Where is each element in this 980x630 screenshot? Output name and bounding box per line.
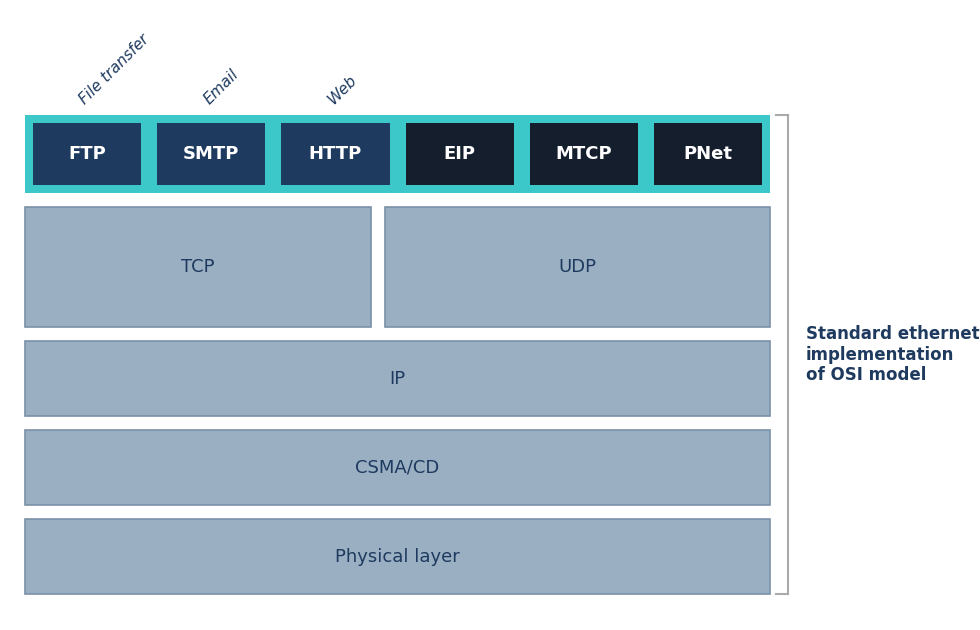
Bar	[25, 519, 770, 594]
Text: Physical layer: Physical layer	[335, 547, 460, 566]
Bar	[385, 207, 770, 327]
Text: FTP: FTP	[69, 145, 106, 163]
Bar	[281, 123, 389, 185]
Text: SMTP: SMTP	[183, 145, 239, 163]
Text: PNet: PNet	[683, 145, 732, 163]
Text: File transfer: File transfer	[76, 32, 152, 107]
Bar	[654, 123, 762, 185]
Text: CSMA/CD: CSMA/CD	[356, 459, 440, 476]
Text: MTCP: MTCP	[556, 145, 612, 163]
Text: Standard ethernet
implementation
of OSI model: Standard ethernet implementation of OSI …	[806, 324, 980, 384]
Bar	[25, 341, 770, 416]
Text: Email: Email	[201, 66, 241, 107]
Text: EIP: EIP	[444, 145, 475, 163]
Bar	[25, 207, 371, 327]
Text: Web: Web	[324, 72, 360, 107]
Bar	[157, 123, 266, 185]
Text: HTTP: HTTP	[309, 145, 362, 163]
Bar	[529, 123, 638, 185]
Text: TCP: TCP	[181, 258, 215, 276]
Text: UDP: UDP	[559, 258, 597, 276]
Bar	[25, 430, 770, 505]
Text: IP: IP	[389, 370, 406, 387]
Bar	[406, 123, 514, 185]
Bar	[25, 115, 770, 193]
Bar	[33, 123, 141, 185]
